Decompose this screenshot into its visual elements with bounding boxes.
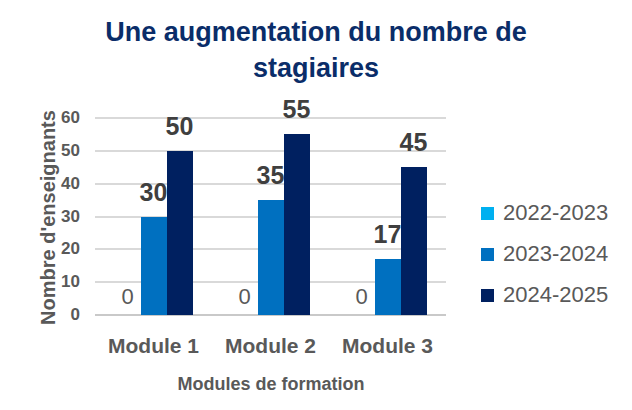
legend-item-2022-2023: 2022-2023: [481, 203, 608, 223]
legend: 2022-2023 2023-2024 2024-2025: [481, 203, 608, 326]
data-label-2024-2025-module-3: 45: [382, 129, 446, 155]
chart-title: Une augmentation du nombre de stagiaires: [66, 14, 566, 86]
x-category-label-module-1: Module 1: [95, 334, 213, 358]
data-label-2024-2025-module-1: 50: [148, 113, 212, 139]
legend-label-2024-2025: 2024-2025: [503, 282, 608, 308]
chart-title-line-1: Une augmentation du nombre de: [105, 17, 527, 47]
bar-2024-2025-module-1: [167, 151, 193, 315]
legend-item-2023-2024: 2023-2024: [481, 244, 608, 264]
legend-swatch-2024-2025: [481, 289, 494, 302]
legend-label-2023-2024: 2023-2024: [503, 241, 608, 267]
data-label-2024-2025-module-2: 55: [265, 96, 329, 122]
bar-chart: Une augmentation du nombre de stagiaires…: [0, 0, 632, 410]
bar-2023-2024-module-1: [141, 217, 167, 316]
bar-2023-2024-module-2: [258, 200, 284, 315]
y-tick-label: 10: [38, 272, 80, 292]
legend-item-2024-2025: 2024-2025: [481, 285, 608, 305]
legend-swatch-2023-2024: [481, 248, 494, 261]
x-category-label-module-3: Module 3: [329, 334, 447, 358]
y-tick-label: 40: [38, 174, 80, 194]
bar-2023-2024-module-3: [375, 259, 401, 315]
chart-title-line-2: stagiaires: [253, 53, 379, 83]
y-tick-label: 30: [38, 207, 80, 227]
legend-label-2022-2023: 2022-2023: [503, 200, 608, 226]
bar-2024-2025-module-3: [401, 167, 427, 315]
x-axis-title: Modules de formation: [95, 374, 447, 395]
bar-2024-2025-module-2: [284, 134, 310, 315]
y-tick-label: 60: [38, 108, 80, 128]
y-tick-label: 50: [38, 141, 80, 161]
y-tick-label: 0: [38, 305, 80, 325]
y-tick-label: 20: [38, 239, 80, 259]
x-category-label-module-2: Module 2: [212, 334, 330, 358]
legend-swatch-2022-2023: [481, 207, 494, 220]
